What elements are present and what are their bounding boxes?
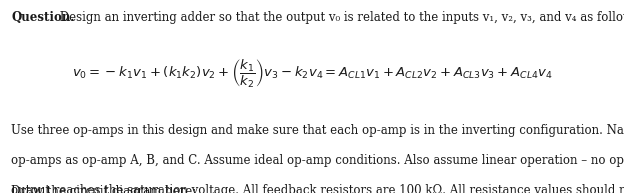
Text: Use three op-amps in this design and make sure that each op-amp is in the invert: Use three op-amps in this design and mak… [11,124,624,137]
Text: Question.: Question. [11,11,75,24]
Text: $v_0 = -k_1v_1 + (k_1k_2)v_2 + \left(\dfrac{k_1}{k_2}\right)v_3 - k_2v_4 = A_{CL: $v_0 = -k_1v_1 + (k_1k_2)v_2 + \left(\df… [72,57,552,90]
Text: Design an inverting adder so that the output v₀ is related to the inputs v₁, v₂,: Design an inverting adder so that the ou… [56,11,624,24]
Text: output reaches the saturation voltage. All feedback resistors are 100 kΩ. All re: output reaches the saturation voltage. A… [11,184,624,193]
Text: op-amps as op-amp A, B, and C. Assume ideal op-amp conditions. Also assume linea: op-amps as op-amp A, B, and C. Assume id… [11,154,624,167]
Text: Draw the circuit diagram here:: Draw the circuit diagram here: [11,185,197,193]
